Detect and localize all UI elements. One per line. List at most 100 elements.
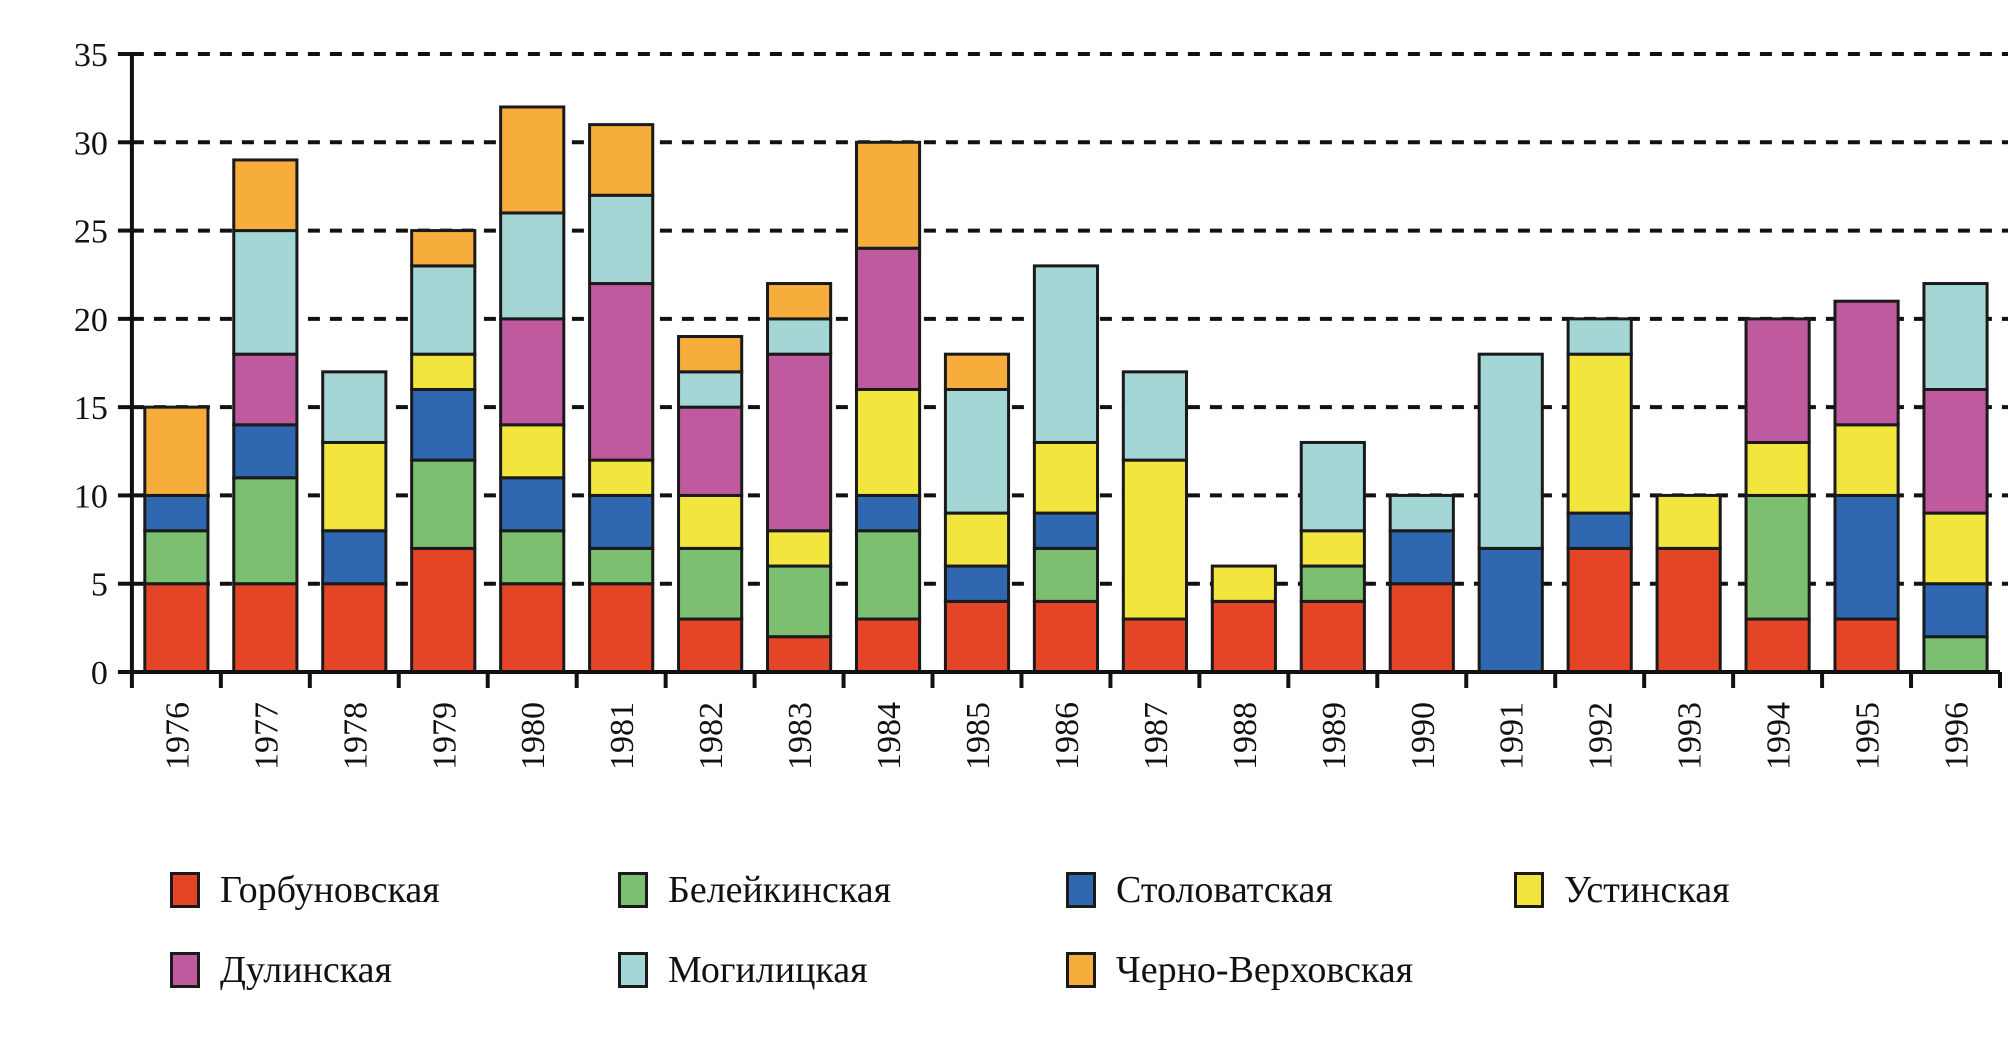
bar-segment-1996-5 xyxy=(1922,282,1989,391)
bar-segment-1981-2 xyxy=(588,493,655,550)
bar-segment-1987-3 xyxy=(1121,458,1188,621)
bar-segment-1989-0 xyxy=(1299,599,1366,674)
bar-segment-1987-0 xyxy=(1121,617,1188,674)
bar-segment-1980-6 xyxy=(499,105,566,215)
x-tick-label: 1985 xyxy=(960,702,997,770)
x-tick-label: 1978 xyxy=(337,702,374,770)
x-tick-label: 1981 xyxy=(604,702,641,770)
x-tick-label: 1977 xyxy=(248,702,285,770)
legend-item: Черно-Верховская xyxy=(1066,948,1514,992)
bar-segment-1982-1 xyxy=(677,546,744,621)
legend-swatch xyxy=(170,872,200,908)
bar-segment-1987-5 xyxy=(1121,370,1188,462)
legend-swatch xyxy=(1514,872,1544,908)
bar-segment-1979-6 xyxy=(410,229,477,268)
legend: Горбуновская Белейкинская Столоватская Усти… xyxy=(170,868,1870,992)
bar-segment-1986-5 xyxy=(1032,264,1100,444)
bar-segment-1985-6 xyxy=(943,352,1011,391)
bar-segment-1994-0 xyxy=(1744,617,1811,674)
bar-segment-1977-2 xyxy=(232,423,299,480)
bar-segment-1983-0 xyxy=(766,635,833,674)
x-tick-label: 1995 xyxy=(1850,702,1887,770)
bar-segment-1986-1 xyxy=(1032,546,1100,603)
bar-segment-1996-1 xyxy=(1922,635,1989,674)
bar-segment-1985-3 xyxy=(943,511,1011,568)
legend-label: Устинская xyxy=(1564,869,1730,911)
bar-segment-1992-0 xyxy=(1566,546,1633,674)
bar-segment-1983-3 xyxy=(766,529,833,568)
x-tick-label: 1987 xyxy=(1138,702,1175,770)
x-tick-label: 1988 xyxy=(1227,702,1264,770)
legend-item: Дулинская xyxy=(170,948,618,992)
bar-segment-1992-3 xyxy=(1566,352,1633,515)
y-tick-label: 0 xyxy=(91,655,108,692)
bar-segment-1990-0 xyxy=(1388,582,1455,674)
x-tick-label: 1992 xyxy=(1583,702,1620,770)
bar-segment-1988-0 xyxy=(1210,599,1277,674)
x-tick-label: 1991 xyxy=(1494,702,1531,770)
bar-segment-1982-5 xyxy=(677,370,744,409)
bar-segment-1979-2 xyxy=(410,387,477,462)
x-tick-label: 1990 xyxy=(1405,702,1442,770)
legend-label: Могилицкая xyxy=(668,949,868,991)
x-tick-label: 1983 xyxy=(782,702,819,770)
bar-segment-1995-4 xyxy=(1833,299,1900,427)
legend-item: Могилицкая xyxy=(618,948,1066,992)
bar-segment-1979-5 xyxy=(410,264,477,356)
bar-segment-1994-4 xyxy=(1744,317,1811,444)
bar-segment-1982-4 xyxy=(677,405,744,497)
bar-segment-1992-2 xyxy=(1566,511,1633,550)
bar-segment-1985-5 xyxy=(943,387,1011,515)
x-tick-label: 1996 xyxy=(1939,702,1976,770)
legend-swatch xyxy=(618,872,648,908)
bar-segment-1978-2 xyxy=(321,529,388,586)
bar-segment-1996-3 xyxy=(1922,511,1989,586)
bar-segment-1976-2 xyxy=(143,493,210,533)
legend-swatch xyxy=(1066,952,1096,988)
bar-segment-1979-0 xyxy=(410,546,477,674)
bar-segment-1986-2 xyxy=(1032,511,1100,550)
legend-swatch xyxy=(618,952,648,988)
bar-segment-1979-3 xyxy=(410,352,477,391)
x-tick-label: 1980 xyxy=(515,702,552,770)
bar-segment-1977-0 xyxy=(232,582,299,674)
bar-segment-1989-3 xyxy=(1299,529,1366,568)
bar-segment-1978-5 xyxy=(321,370,388,444)
legend-label: Белейкинская xyxy=(668,869,892,911)
x-tick-label: 1994 xyxy=(1761,702,1798,770)
x-tick-label: 1984 xyxy=(871,702,908,770)
axes xyxy=(117,52,2002,688)
bar-segment-1983-6 xyxy=(766,282,833,321)
x-tick-label: 1989 xyxy=(1316,702,1353,770)
bar-segment-1982-3 xyxy=(677,493,744,550)
bar-segment-1983-1 xyxy=(766,564,833,639)
bar-segment-1976-6 xyxy=(143,405,210,497)
bar-segment-1982-0 xyxy=(677,617,744,674)
bar-segment-1981-5 xyxy=(588,193,655,286)
bar-segment-1989-5 xyxy=(1299,440,1366,533)
bar-segment-1985-0 xyxy=(943,599,1011,674)
bar-segment-1977-5 xyxy=(232,229,299,356)
legend-item: Столоватская xyxy=(1066,868,1514,912)
bar-segment-1984-6 xyxy=(854,140,922,250)
bar-segment-1992-5 xyxy=(1566,317,1633,356)
bar-segment-1977-4 xyxy=(232,352,299,427)
bar-segment-1990-5 xyxy=(1388,493,1455,533)
bar-segment-1995-0 xyxy=(1833,617,1900,674)
bar-segment-1989-1 xyxy=(1299,564,1366,603)
x-tick-label: 1979 xyxy=(426,702,463,770)
bar-segment-1994-1 xyxy=(1744,493,1811,621)
x-tick-label: 1986 xyxy=(1049,702,1086,770)
bar-segment-1996-2 xyxy=(1922,582,1989,639)
bar-segment-1988-3 xyxy=(1210,564,1277,603)
y-tick-label: 5 xyxy=(91,567,108,604)
bar-segment-1983-4 xyxy=(766,352,833,533)
legend-item: Белейкинская xyxy=(618,868,1066,912)
legend-item: Устинская xyxy=(1514,868,1962,912)
legend-label: Горбуновская xyxy=(220,869,440,911)
bar-segment-1984-3 xyxy=(854,387,922,497)
legend-label: Столоватская xyxy=(1116,869,1333,911)
bar-segment-1994-3 xyxy=(1744,440,1811,497)
bar-segment-1986-0 xyxy=(1032,599,1100,674)
